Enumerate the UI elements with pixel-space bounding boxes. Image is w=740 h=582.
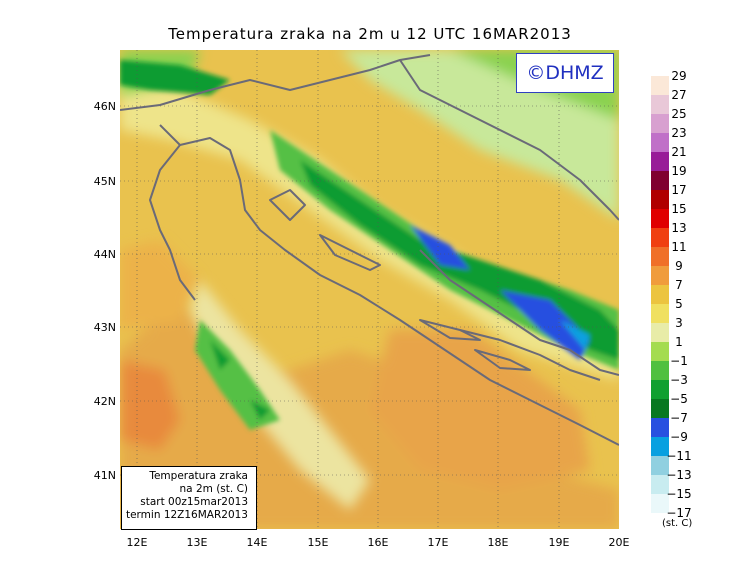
legend-line-4: termin 12Z16MAR2013: [125, 509, 248, 521]
colorbar-label: −15: [666, 487, 692, 501]
lat-tick-43: 43N: [93, 321, 116, 334]
colorbar-swatch: [651, 171, 669, 190]
colorbar-swatch: [651, 475, 669, 494]
lon-tick-18: 18E: [487, 536, 509, 549]
colorbar-label: 27: [671, 88, 687, 102]
legend-line-1: Temperatura zraka: [149, 470, 248, 482]
page-title: Temperatura zraka na 2m u 12 UTC 16MAR20…: [168, 25, 572, 43]
colorbar-swatch: [651, 76, 669, 95]
colorbar-swatch: [651, 494, 669, 513]
colorbar: [651, 76, 669, 513]
colorbar-swatch: [651, 323, 669, 342]
lat-tick-41: 41N: [93, 469, 116, 482]
colorbar-label: 9: [675, 259, 683, 273]
colorbar-label: 11: [671, 240, 687, 254]
colorbar-label: 7: [675, 278, 683, 292]
colorbar-swatch: [651, 228, 669, 247]
colorbar-swatch: [651, 456, 669, 475]
colorbar-swatch: [651, 285, 669, 304]
lon-tick-12: 12E: [126, 536, 148, 549]
colorbar-swatch: [651, 380, 669, 399]
colorbar-label: 15: [671, 202, 687, 216]
colorbar-label: 29: [671, 69, 687, 83]
colorbar-label: −13: [666, 468, 692, 482]
legend-line-2: na 2m (st. C): [179, 483, 248, 495]
lon-tick-13: 13E: [186, 536, 208, 549]
colorbar-swatch: [651, 418, 669, 437]
colorbar-swatch: [651, 152, 669, 171]
colorbar-label: 17: [671, 183, 687, 197]
colorbar-swatch: [651, 437, 669, 456]
colorbar-label: 23: [671, 126, 687, 140]
lat-tick-42: 42N: [93, 395, 116, 408]
colorbar-label: −3: [670, 373, 688, 387]
lon-tick-16: 16E: [367, 536, 389, 549]
lon-tick-15: 15E: [307, 536, 329, 549]
colorbar-label: 21: [671, 145, 687, 159]
colorbar-swatch: [651, 304, 669, 323]
colorbar-swatch: [651, 114, 669, 133]
colorbar-label: −17: [666, 506, 692, 520]
colorbar-swatch: [651, 95, 669, 114]
colorbar-label: 5: [675, 297, 683, 311]
colorbar-label: −11: [666, 449, 692, 463]
lon-tick-14: 14E: [246, 536, 268, 549]
colorbar-swatch: [651, 209, 669, 228]
lon-tick-20: 20E: [608, 536, 630, 549]
colorbar-label: −1: [670, 354, 688, 368]
colorbar-unit: (st. C): [662, 518, 693, 529]
colorbar-label: 3: [675, 316, 683, 330]
colorbar-swatch: [651, 266, 669, 285]
colorbar-swatch: [651, 247, 669, 266]
colorbar-label: 13: [671, 221, 687, 235]
map-legend-box: Temperatura zraka na 2m (st. C) start 00…: [121, 466, 257, 530]
dhmz-badge: ©DHMZ: [516, 53, 614, 93]
lat-tick-45: 45N: [93, 175, 116, 188]
colorbar-swatch: [651, 361, 669, 380]
temperature-map: [120, 50, 619, 529]
lat-tick-46: 46N: [93, 100, 116, 113]
colorbar-swatch: [651, 399, 669, 418]
colorbar-swatch: [651, 342, 669, 361]
colorbar-swatch: [651, 133, 669, 152]
colorbar-label: −5: [670, 392, 688, 406]
legend-line-3: start 00z15mar2013: [140, 496, 248, 508]
colorbar-label: −9: [670, 430, 688, 444]
colorbar-label: 19: [671, 164, 687, 178]
lon-tick-17: 17E: [427, 536, 449, 549]
colorbar-label: 1: [675, 335, 683, 349]
colorbar-swatch: [651, 190, 669, 209]
colorbar-label: 25: [671, 107, 687, 121]
lat-tick-44: 44N: [93, 248, 116, 261]
lon-tick-19: 19E: [548, 536, 570, 549]
colorbar-label: −7: [670, 411, 688, 425]
